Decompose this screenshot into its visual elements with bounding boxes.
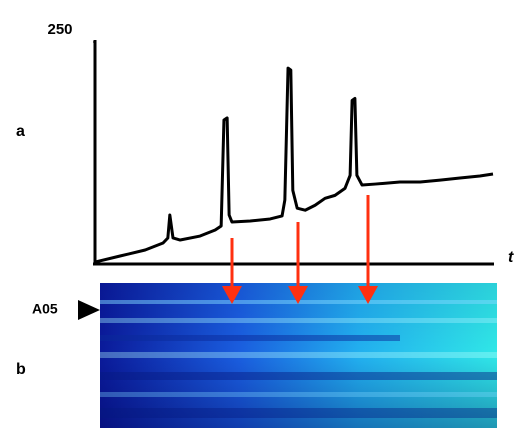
heatmap	[100, 283, 497, 428]
row-label: A05	[32, 301, 58, 317]
row-marker	[78, 300, 100, 320]
y-tick-label: 250	[47, 21, 72, 38]
trace	[94, 66, 494, 264]
panel-label: b	[16, 361, 26, 378]
arrows	[222, 195, 378, 304]
x-axis-label: t	[508, 249, 514, 266]
panel-label: a	[16, 123, 25, 140]
